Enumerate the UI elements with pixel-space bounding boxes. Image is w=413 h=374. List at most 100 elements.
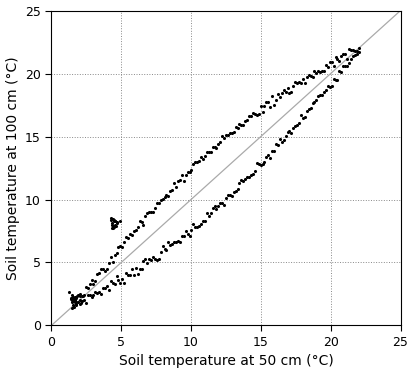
Point: [241, 176, 248, 182]
Point: [79, 293, 85, 299]
Point: [165, 193, 171, 199]
Point: [322, 87, 328, 93]
Point: [349, 47, 355, 53]
Point: [111, 217, 117, 223]
Point: [347, 56, 354, 62]
Point: [107, 254, 114, 260]
Point: [310, 99, 317, 105]
Point: [73, 302, 79, 308]
Point: [287, 130, 294, 136]
Point: [301, 114, 307, 120]
Point: [345, 46, 351, 52]
Point: [257, 104, 263, 110]
Point: [332, 77, 338, 83]
Point: [109, 260, 116, 266]
Point: [291, 123, 298, 129]
Point: [247, 113, 254, 119]
Point: [276, 94, 282, 100]
Point: [345, 61, 351, 67]
Point: [309, 100, 315, 106]
Point: [68, 295, 74, 301]
Point: [305, 71, 311, 77]
Point: [262, 154, 269, 160]
Point: [249, 110, 256, 116]
Point: [278, 140, 285, 145]
Point: [293, 80, 300, 86]
Point: [249, 171, 256, 177]
Point: [111, 218, 118, 224]
Point: [169, 187, 175, 193]
Point: [178, 233, 185, 239]
Point: [255, 111, 261, 117]
Point: [268, 148, 275, 154]
Point: [326, 84, 332, 90]
Point: [214, 141, 221, 147]
Point: [150, 254, 156, 260]
Point: [353, 49, 359, 55]
Point: [147, 209, 154, 215]
Point: [213, 145, 219, 151]
Point: [77, 300, 84, 306]
Point: [287, 89, 294, 95]
Point: [261, 159, 267, 165]
Point: [253, 112, 259, 118]
Point: [280, 87, 286, 93]
Point: [251, 111, 258, 117]
Point: [220, 135, 227, 141]
Point: [182, 172, 189, 178]
Point: [82, 283, 89, 289]
Point: [145, 209, 152, 215]
Point: [166, 242, 173, 248]
Point: [235, 121, 242, 127]
Point: [159, 243, 166, 249]
Point: [354, 49, 361, 55]
Point: [335, 58, 342, 64]
Point: [70, 297, 77, 303]
Point: [105, 260, 112, 266]
Point: [226, 191, 233, 197]
Point: [272, 97, 279, 103]
Point: [142, 256, 148, 262]
Point: [114, 220, 120, 226]
Point: [109, 280, 116, 286]
Point: [115, 244, 121, 250]
Point: [324, 83, 330, 89]
Point: [75, 299, 81, 305]
Point: [71, 295, 78, 301]
Point: [172, 184, 179, 190]
Point: [180, 178, 187, 184]
Point: [71, 304, 77, 310]
Point: [203, 210, 210, 216]
Point: [240, 122, 246, 128]
Point: [195, 158, 202, 164]
Point: [297, 111, 304, 117]
Point: [121, 239, 127, 245]
Point: [155, 200, 162, 206]
Point: [195, 223, 202, 229]
Point: [224, 192, 231, 198]
Point: [151, 205, 158, 211]
Point: [109, 216, 116, 222]
Point: [136, 218, 142, 224]
Point: [128, 266, 135, 272]
Point: [134, 224, 141, 230]
Point: [318, 92, 325, 98]
Point: [253, 160, 259, 166]
Point: [126, 272, 133, 278]
Point: [92, 289, 98, 295]
Point: [333, 56, 340, 62]
Point: [309, 74, 315, 80]
Point: [140, 222, 146, 228]
Point: [88, 294, 95, 300]
Point: [255, 161, 261, 167]
Point: [351, 48, 357, 54]
Point: [138, 218, 145, 224]
Point: [320, 68, 327, 74]
Point: [312, 96, 319, 102]
Point: [228, 130, 235, 136]
Point: [107, 278, 114, 283]
Point: [163, 192, 169, 198]
Point: [157, 197, 164, 203]
Point: [113, 273, 119, 279]
Point: [136, 266, 142, 272]
